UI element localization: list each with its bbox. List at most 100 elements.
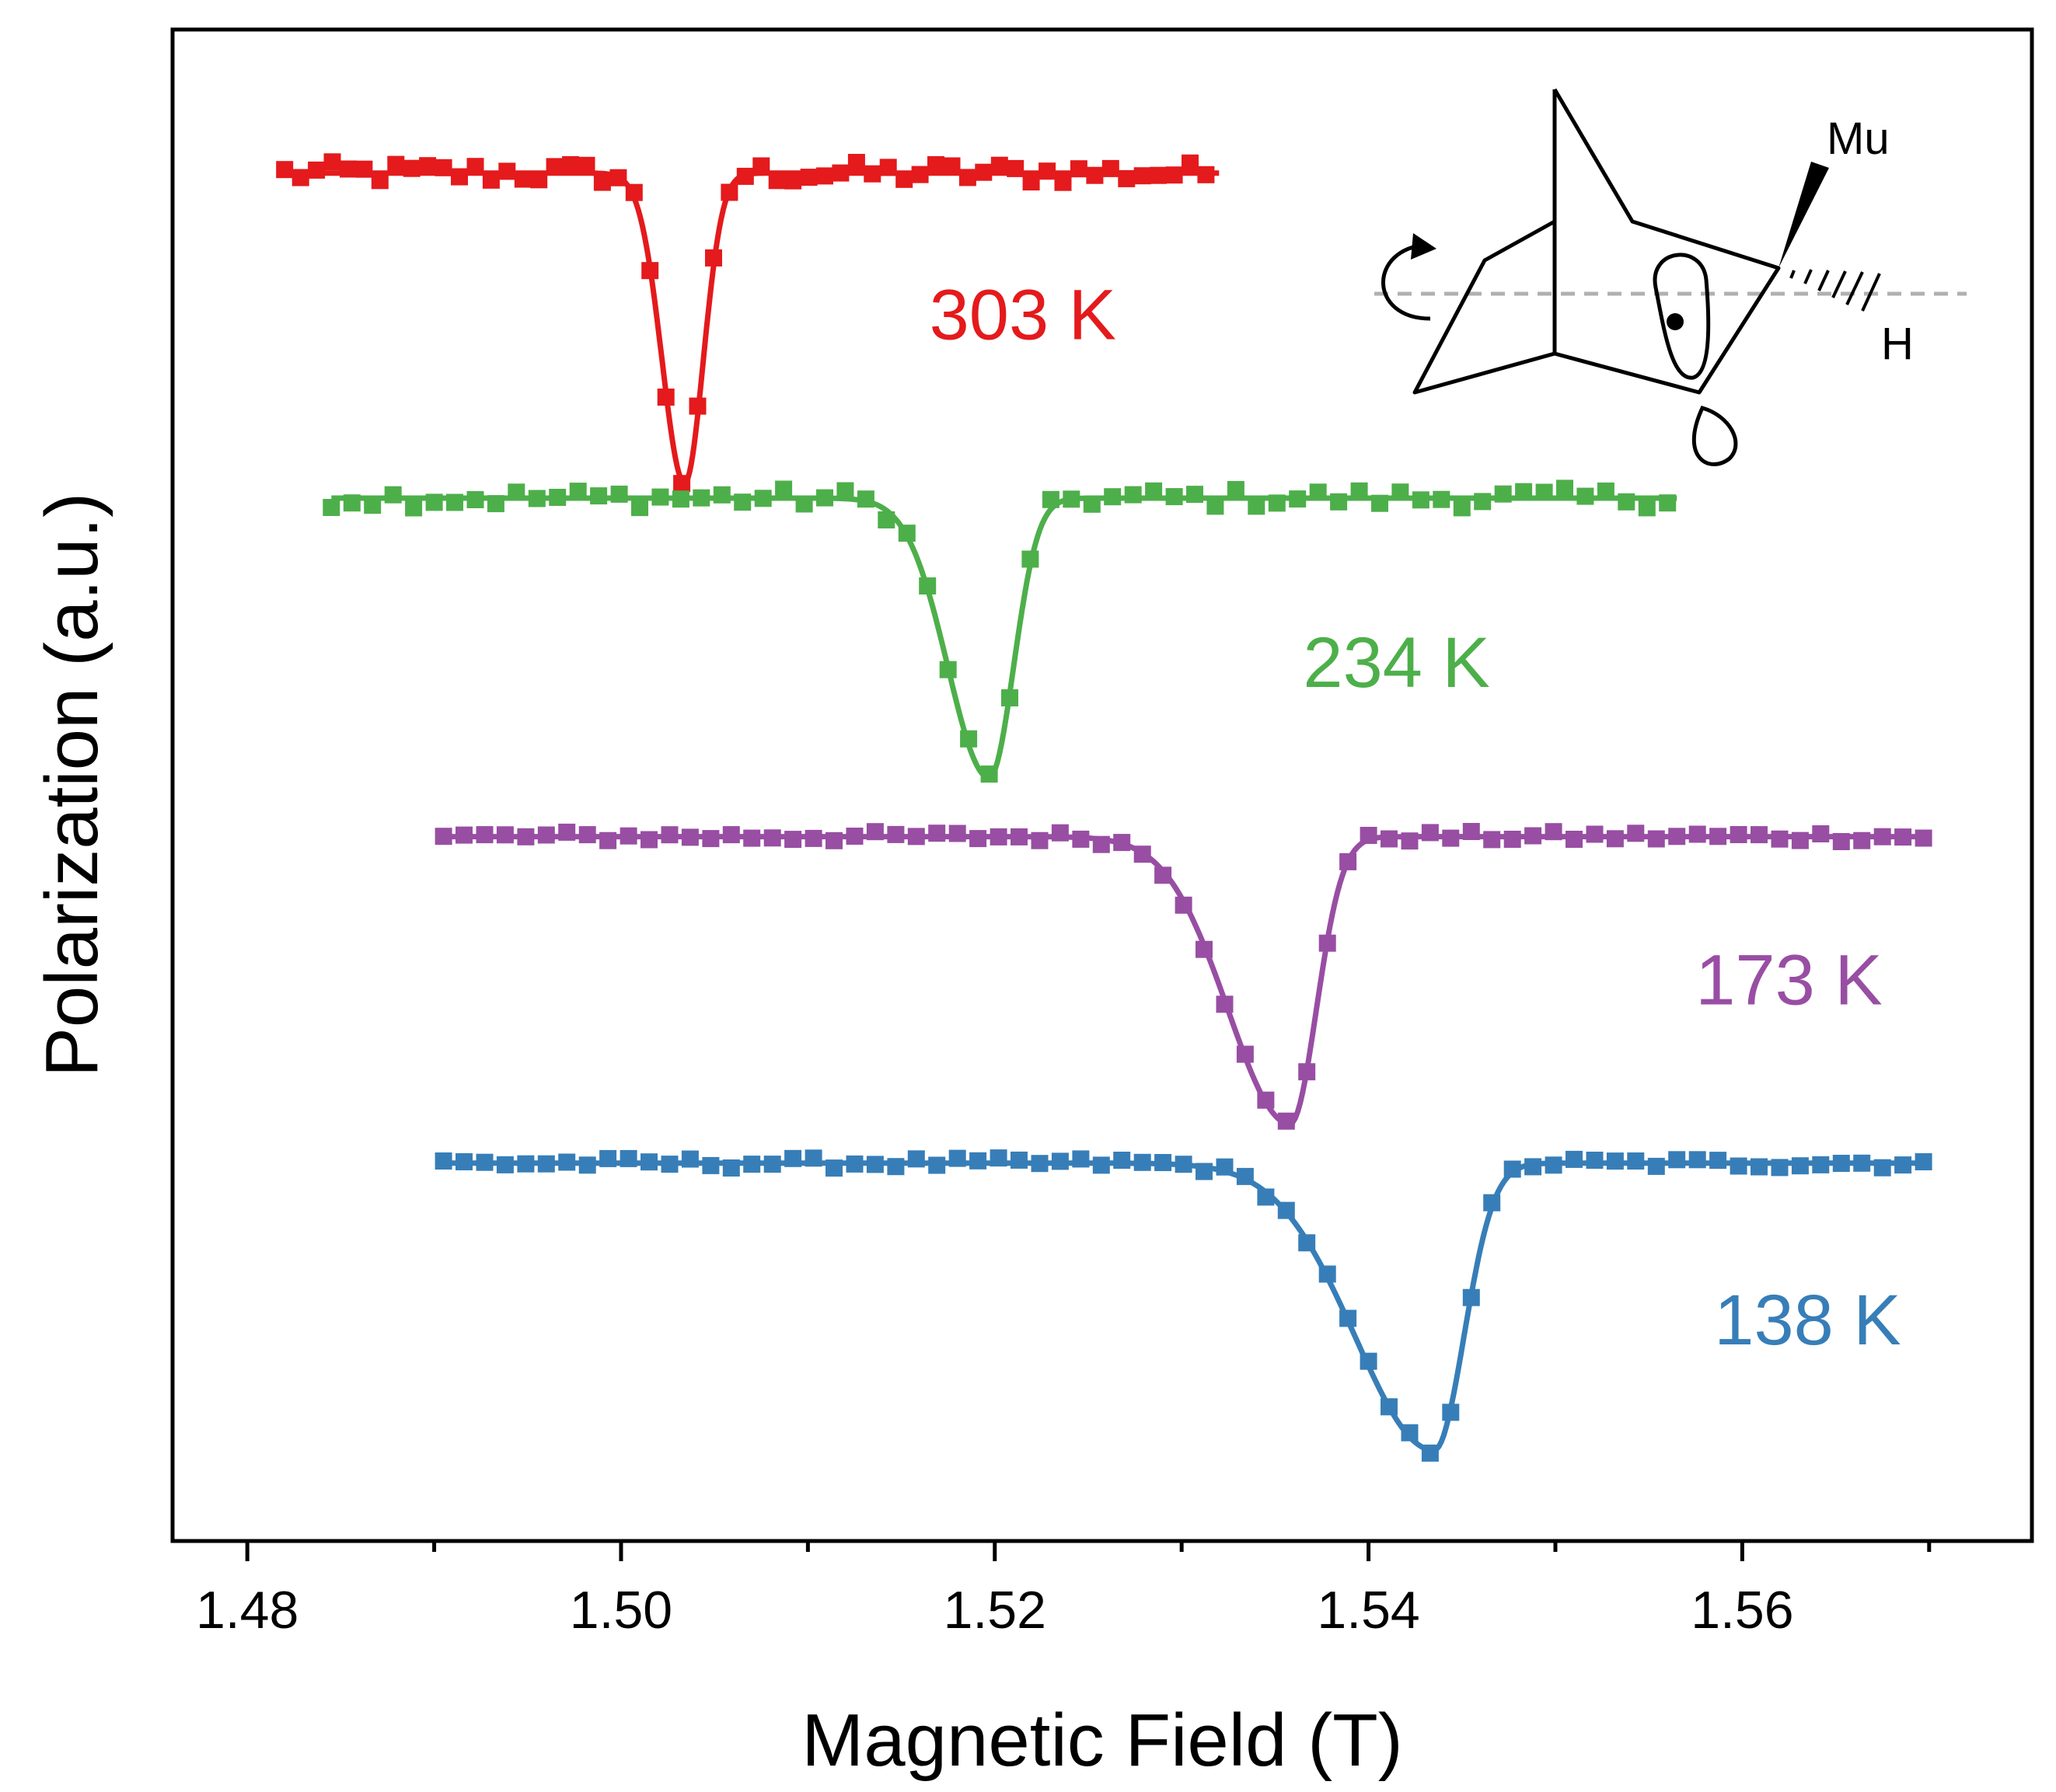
data-point bbox=[1318, 1265, 1336, 1283]
data-point bbox=[846, 828, 864, 845]
data-point bbox=[1186, 486, 1203, 504]
data-point bbox=[1289, 490, 1307, 508]
data-point bbox=[1709, 1152, 1727, 1170]
data-point bbox=[1236, 1167, 1254, 1185]
data-point bbox=[1586, 825, 1604, 843]
data-point bbox=[866, 1156, 884, 1173]
data-point bbox=[1873, 828, 1891, 845]
data-point bbox=[1165, 166, 1183, 184]
data-point bbox=[1647, 1157, 1665, 1175]
data-point bbox=[1072, 1150, 1090, 1168]
data-point bbox=[549, 489, 567, 506]
data-point bbox=[721, 183, 738, 201]
data-point bbox=[1421, 1444, 1439, 1462]
data-point bbox=[1113, 834, 1131, 852]
data-point bbox=[1545, 823, 1562, 841]
data-point bbox=[641, 1153, 658, 1171]
data-point bbox=[1196, 1163, 1213, 1180]
data-point bbox=[405, 499, 423, 517]
data-point bbox=[546, 158, 564, 176]
data-point bbox=[1515, 483, 1533, 500]
data-point bbox=[1483, 1194, 1501, 1212]
series-layer bbox=[276, 153, 1932, 1462]
data-point bbox=[1051, 824, 1069, 842]
data-point bbox=[657, 389, 675, 406]
data-point bbox=[1668, 1151, 1686, 1169]
data-point bbox=[1771, 830, 1789, 848]
data-point bbox=[975, 163, 993, 181]
data-point bbox=[496, 1156, 514, 1173]
data-point bbox=[1133, 167, 1151, 185]
data-point bbox=[514, 170, 532, 188]
data-point bbox=[878, 511, 895, 528]
data-point bbox=[784, 1149, 802, 1167]
data-point bbox=[1268, 494, 1286, 512]
data-point bbox=[651, 488, 669, 506]
data-point bbox=[364, 497, 382, 514]
series-label: 234 K bbox=[1303, 623, 1489, 703]
data-point bbox=[1853, 1154, 1871, 1172]
data-point bbox=[1586, 1152, 1604, 1169]
data-point bbox=[702, 1156, 720, 1174]
data-point bbox=[927, 155, 944, 173]
data-point bbox=[1812, 825, 1830, 842]
data-point bbox=[1556, 479, 1573, 497]
data-point bbox=[1873, 1159, 1891, 1177]
data-point bbox=[1309, 483, 1327, 501]
data-point bbox=[1442, 829, 1460, 847]
data-point bbox=[784, 831, 802, 849]
data-point bbox=[990, 828, 1007, 845]
data-point bbox=[1474, 493, 1492, 511]
x-tick-label: 1.48 bbox=[196, 1581, 298, 1640]
data-point bbox=[1124, 486, 1142, 504]
data-point bbox=[1277, 1201, 1295, 1219]
data-point bbox=[578, 1156, 596, 1174]
data-point bbox=[1659, 494, 1677, 512]
data-point bbox=[340, 160, 357, 178]
data-point bbox=[928, 825, 946, 842]
data-point bbox=[1054, 173, 1072, 191]
data-point bbox=[1104, 488, 1122, 506]
data-point bbox=[743, 1156, 761, 1173]
data-point bbox=[1668, 828, 1686, 845]
data-point bbox=[537, 826, 555, 844]
data-point bbox=[1133, 845, 1151, 863]
data-point bbox=[1638, 499, 1656, 517]
data-point bbox=[435, 1152, 452, 1170]
data-point bbox=[1083, 495, 1101, 513]
data-point bbox=[498, 162, 516, 180]
data-point bbox=[1154, 1154, 1172, 1171]
data-point bbox=[943, 157, 961, 175]
data-point bbox=[308, 161, 326, 179]
data-point bbox=[1038, 162, 1056, 180]
data-point bbox=[1812, 1156, 1830, 1173]
data-point bbox=[1011, 828, 1028, 845]
data-point bbox=[1021, 550, 1039, 568]
data-point bbox=[620, 827, 637, 845]
data-point bbox=[928, 1156, 946, 1174]
data-point bbox=[1853, 832, 1871, 849]
data-point bbox=[1007, 159, 1025, 177]
data-point bbox=[276, 161, 294, 179]
data-point bbox=[419, 157, 437, 175]
data-point bbox=[1545, 1156, 1562, 1174]
data-point bbox=[631, 499, 648, 517]
data-point bbox=[1494, 485, 1512, 503]
data-point bbox=[558, 1153, 576, 1171]
data-point bbox=[1042, 490, 1059, 508]
data-point bbox=[1248, 497, 1265, 515]
x-tick-label: 1.50 bbox=[570, 1581, 672, 1640]
data-point bbox=[713, 486, 731, 504]
data-point bbox=[864, 165, 881, 183]
data-point bbox=[969, 1152, 987, 1170]
data-point bbox=[1503, 831, 1521, 848]
data-point bbox=[1070, 160, 1087, 178]
data-point bbox=[466, 158, 484, 176]
series-303-k bbox=[276, 153, 1220, 493]
data-point bbox=[1298, 1234, 1316, 1252]
data-point bbox=[1227, 481, 1244, 498]
data-point bbox=[323, 153, 341, 171]
data-point bbox=[775, 480, 793, 498]
h-label: H bbox=[1881, 319, 1914, 369]
data-point bbox=[456, 826, 473, 844]
